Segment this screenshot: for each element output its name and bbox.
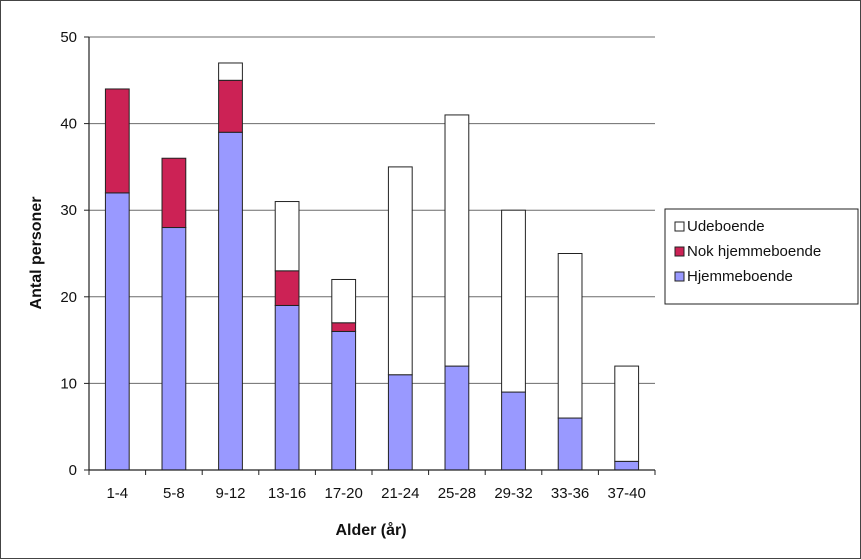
bar-29-32-series-0	[501, 391, 526, 471]
legend-swatch-1	[674, 246, 685, 257]
bar-29-32-series-2	[501, 209, 526, 393]
x-tick-label-21-24: 21-24	[381, 485, 419, 502]
bar-13-16-series-0	[274, 304, 300, 471]
y-tick-label-0: 0	[69, 462, 77, 479]
legend-box	[664, 208, 859, 305]
y-axis-title: Antal personer	[28, 197, 45, 310]
legend-label-1: Nok hjemmeboende	[687, 243, 821, 260]
legend: Udeboende Nok hjemmeboende Hjemmeboende	[664, 208, 859, 305]
bar-9-12-series-0	[218, 131, 243, 471]
axes	[84, 36, 656, 475]
bar-37-40-series-2	[614, 365, 640, 462]
bar-21-24-series-2	[387, 166, 413, 376]
bar-1-4-series-0	[104, 192, 130, 471]
bar-9-12-series-2	[218, 62, 243, 81]
y-tick-label-10: 10	[60, 375, 77, 392]
x-tick-label-5-8: 5-8	[163, 485, 185, 502]
bar-5-8-series-0	[161, 227, 187, 471]
x-axis-title: Alder (år)	[335, 521, 406, 539]
y-tick-label-30: 30	[60, 202, 77, 219]
x-tick-label-13-16: 13-16	[268, 485, 306, 502]
y-tick-label-50: 50	[60, 29, 77, 46]
legend-label-2: Hjemmeboende	[687, 268, 793, 285]
bar-17-20-series-2	[331, 278, 357, 324]
x-tick-label-1-4: 1-4	[106, 485, 128, 502]
bar-13-16-series-2	[274, 201, 300, 272]
legend-swatch-2	[674, 271, 685, 282]
y-tick-label-40: 40	[60, 116, 77, 133]
x-tick-label-25-28: 25-28	[438, 485, 476, 502]
bar-37-40-series-0	[614, 460, 640, 471]
x-tick-label-37-40: 37-40	[608, 485, 646, 502]
bar-17-20-series-1	[331, 322, 357, 332]
legend-swatch-0	[674, 221, 685, 232]
x-tick-label-29-32: 29-32	[494, 485, 532, 502]
bar-9-12-series-1	[218, 79, 243, 133]
legend-label-0: Udeboende	[687, 218, 765, 235]
x-tick-label-17-20: 17-20	[325, 485, 363, 502]
bar-17-20-series-0	[331, 330, 357, 471]
bar-21-24-series-0	[387, 374, 413, 471]
bar-13-16-series-1	[274, 270, 300, 306]
bar-33-36-series-2	[557, 253, 583, 419]
bars	[104, 62, 640, 471]
bar-25-28-series-0	[444, 365, 470, 471]
x-tick-label-33-36: 33-36	[551, 485, 589, 502]
bar-5-8-series-1	[161, 157, 187, 229]
y-tick-label-20: 20	[60, 289, 77, 306]
x-tick-label-9-12: 9-12	[215, 485, 245, 502]
y-tick-labels: 0 10 20 30 40 50	[60, 29, 77, 479]
x-tick-labels: 1-4 5-8 9-12 13-16 17-20 21-24 25-28 29-32 33-36…	[106, 485, 645, 502]
bar-1-4-series-1	[104, 88, 130, 194]
bar-33-36-series-0	[557, 417, 583, 471]
bar-25-28-series-2	[444, 114, 470, 367]
